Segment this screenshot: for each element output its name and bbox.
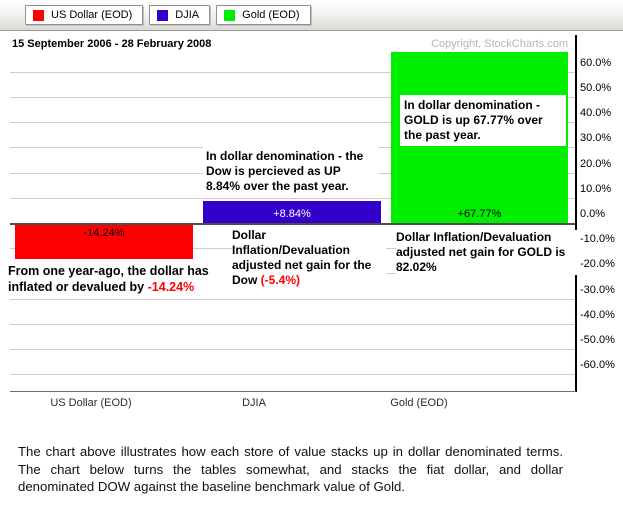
y-axis-tick-label: 30.0% (580, 132, 612, 145)
description-paragraph: The chart above illustrates how each sto… (18, 444, 563, 495)
gold-annotation-box: In dollar denomination - GOLD is up 67.7… (400, 95, 566, 146)
legend-item-djia[interactable]: DJIA (149, 5, 211, 25)
djia-color-swatch-icon (157, 9, 169, 21)
y-axis-tick-label: -60.0% (580, 359, 615, 372)
zero-gridline (10, 223, 575, 225)
date-range-label: 15 September 2006 - 28 February 2008 (12, 38, 212, 50)
plot-area: -14.24% +8.84% +67.77% (10, 35, 577, 392)
y-axis-tick-label: 0.0% (580, 208, 606, 220)
y-axis-tick-label: 20.0% (580, 157, 612, 170)
legend-label-us-dollar: US Dollar (EOD) (51, 9, 133, 21)
gridline (10, 197, 575, 199)
dow-net-gain-note-value: (-5.4%) (260, 273, 301, 287)
dollar-inflation-note-value: -14.24% (147, 279, 195, 294)
y-axis-tick-label: -20.0% (580, 258, 615, 271)
gridline (10, 122, 575, 124)
x-axis-label: Gold (EOD) (390, 397, 448, 409)
gridline (10, 323, 575, 325)
gridline (10, 298, 575, 300)
y-axis-tick-label: 60.0% (580, 56, 612, 69)
x-axis-label: DJIA (242, 397, 266, 409)
legend-bar: US Dollar (EOD) DJIA Gold (EOD) (0, 0, 623, 31)
y-axis-tick-label: -40.0% (580, 308, 615, 321)
y-axis-tick-label: -10.0% (580, 233, 615, 246)
bar-value-label: +8.84% (273, 207, 311, 220)
us-dollar-color-swatch-icon (33, 9, 44, 21)
gridline (10, 97, 575, 98)
dow-annotation-box: In dollar denomination - the Dow is perc… (203, 147, 379, 196)
bar-djia: +8.84% (203, 200, 381, 223)
gridline (10, 374, 575, 376)
dollar-inflation-note: From one year-ago, the dollar has inflat… (8, 264, 248, 296)
bar-us-dollar-eod: -14.24% (15, 225, 193, 259)
y-axis-tick-label: 50.0% (580, 82, 612, 94)
gold-color-swatch-icon (224, 9, 236, 21)
gold-net-gain-note: Dollar Inflation/Devaluation adjusted ne… (396, 230, 588, 275)
dollar-inflation-note-text: From one year-ago, the dollar has inflat… (8, 264, 209, 294)
y-axis-tick-label: 40.0% (580, 107, 612, 120)
gridline (10, 349, 575, 350)
copyright-label: Copyright, StockCharts.com (431, 38, 568, 50)
x-axis-label: US Dollar (EOD) (50, 397, 132, 409)
legend-item-gold[interactable]: Gold (EOD) (216, 5, 311, 25)
legend-label-gold: Gold (EOD) (242, 9, 300, 21)
dow-net-gain-note: Dollar Inflation/Devaluation adjusted ne… (232, 228, 386, 288)
legend-item-us-dollar[interactable]: US Dollar (EOD) (25, 5, 144, 25)
legend-label-djia: DJIA (175, 9, 200, 21)
y-axis-tick-label: -50.0% (580, 334, 615, 346)
y-axis-tick-label: 10.0% (580, 182, 612, 195)
y-axis-tick-label: -30.0% (580, 283, 615, 296)
gridline (10, 71, 575, 73)
chart-area: 15 September 2006 - 28 February 2008 Cop… (0, 31, 623, 420)
dow-net-gain-note-text: Dollar Inflation/Devaluation adjusted ne… (232, 228, 372, 287)
bar-value-label: -14.24% (83, 227, 125, 239)
bar-value-label: +67.77% (457, 207, 502, 220)
